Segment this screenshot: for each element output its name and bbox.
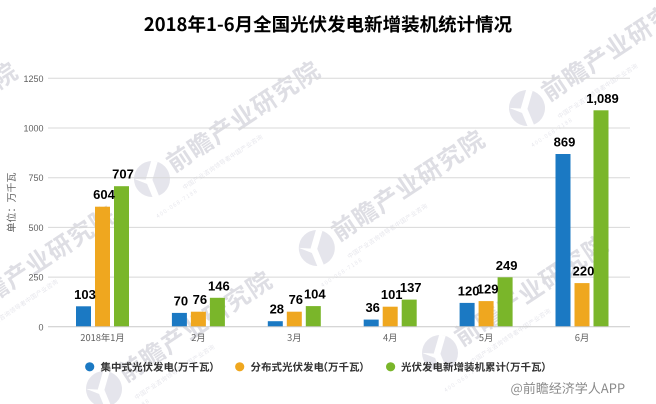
svg-text:101: 101: [381, 287, 403, 302]
svg-text:70: 70: [174, 293, 188, 308]
svg-text:1,089: 1,089: [586, 91, 619, 106]
svg-text:249: 249: [496, 258, 518, 273]
svg-text:500: 500: [28, 223, 43, 233]
svg-text:0: 0: [38, 322, 43, 332]
svg-text:604: 604: [93, 187, 115, 202]
svg-text:137: 137: [400, 280, 422, 295]
svg-text:103: 103: [74, 287, 96, 302]
svg-text:129: 129: [477, 282, 499, 297]
svg-text:76: 76: [289, 292, 303, 307]
svg-text:146: 146: [208, 278, 230, 293]
svg-text:104: 104: [304, 287, 326, 302]
svg-text:76: 76: [193, 292, 207, 307]
svg-text:250: 250: [28, 273, 43, 283]
svg-text:750: 750: [28, 173, 43, 183]
svg-text:707: 707: [112, 167, 134, 182]
svg-text:1000: 1000: [23, 124, 43, 134]
svg-text:220: 220: [573, 264, 595, 279]
svg-text:869: 869: [554, 135, 576, 150]
svg-text:120: 120: [458, 283, 480, 298]
svg-text:28: 28: [270, 302, 284, 317]
svg-text:36: 36: [365, 300, 379, 315]
svg-text:1250: 1250: [23, 74, 43, 84]
